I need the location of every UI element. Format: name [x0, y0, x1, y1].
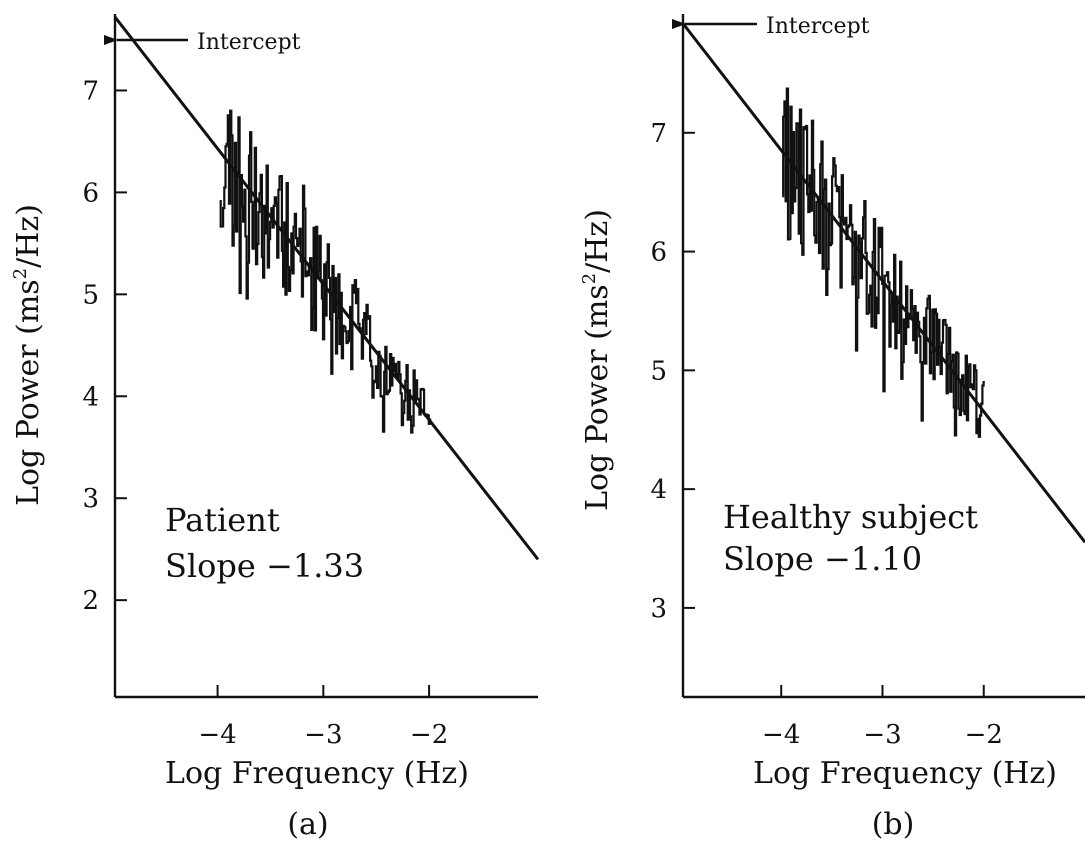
y-tick-label: 6	[82, 178, 99, 208]
panel-a-panel-label: (a)	[287, 807, 328, 842]
x-tick-label: −3	[863, 720, 901, 750]
panel-b-xticks: −4 −3 −2	[762, 685, 1003, 750]
panel-b-y-axis-title: Log Power (ms2/Hz)	[579, 209, 615, 511]
x-tick-label: −2	[965, 720, 1003, 750]
y-tick-label: 6	[650, 238, 667, 268]
x-tick-label: −2	[410, 720, 448, 750]
panel-b-x-axis-title: Log Frequency (Hz)	[753, 756, 1057, 791]
panel-a: 2 3 4 5 6 7 −4 −3 −2 Intercept Patient Slope −1…	[10, 14, 540, 842]
y-tick-label: 4	[650, 475, 667, 505]
panel-b-panel-label: (b)	[872, 807, 915, 842]
panel-a-intercept-label: Intercept	[197, 30, 301, 55]
panel-a-spectrum	[219, 109, 432, 434]
y-tick-label: 5	[650, 356, 667, 386]
y-tick-label: 3	[82, 484, 99, 514]
x-tick-label: −4	[762, 720, 800, 750]
x-tick-label: −3	[304, 720, 342, 750]
panel-b-annotation-group: Healthy subject	[723, 498, 978, 536]
panel-a-y-axis-title: Log Power (ms2/Hz)	[10, 204, 46, 506]
y-tick-label: 3	[650, 594, 667, 624]
panel-a-annotation-group: Patient	[165, 501, 280, 539]
x-tick-label: −4	[198, 720, 236, 750]
panel-b-yticks: 3 4 5 6 7	[650, 119, 695, 624]
panel-b-annotation-slope: Slope −1.10	[723, 540, 922, 578]
panel-b-spectrum	[782, 87, 985, 438]
y-tick-label: 4	[82, 382, 99, 412]
y-tick-label: 5	[82, 280, 99, 310]
panel-a-x-axis-title: Log Frequency (Hz)	[165, 756, 469, 791]
y-tick-label: 2	[82, 586, 99, 616]
panel-a-fit-line	[113, 16, 540, 561]
panel-a-yticks: 2 3 4 5 6 7	[82, 76, 127, 616]
panel-b: 3 4 5 6 7 −4 −3 −2 Intercept Healthy subject S…	[579, 14, 1085, 842]
spectrum-trace	[219, 109, 432, 434]
panel-b-fit-line	[681, 22, 1085, 544]
y-tick-label: 7	[650, 119, 667, 149]
y-tick-label: 7	[82, 76, 99, 106]
spectrum-trace	[782, 87, 985, 438]
panel-b-intercept-label: Intercept	[766, 14, 870, 39]
panel-a-annotation-slope: Slope −1.33	[165, 547, 364, 585]
panel-a-xticks: −4 −3 −2	[198, 685, 448, 750]
